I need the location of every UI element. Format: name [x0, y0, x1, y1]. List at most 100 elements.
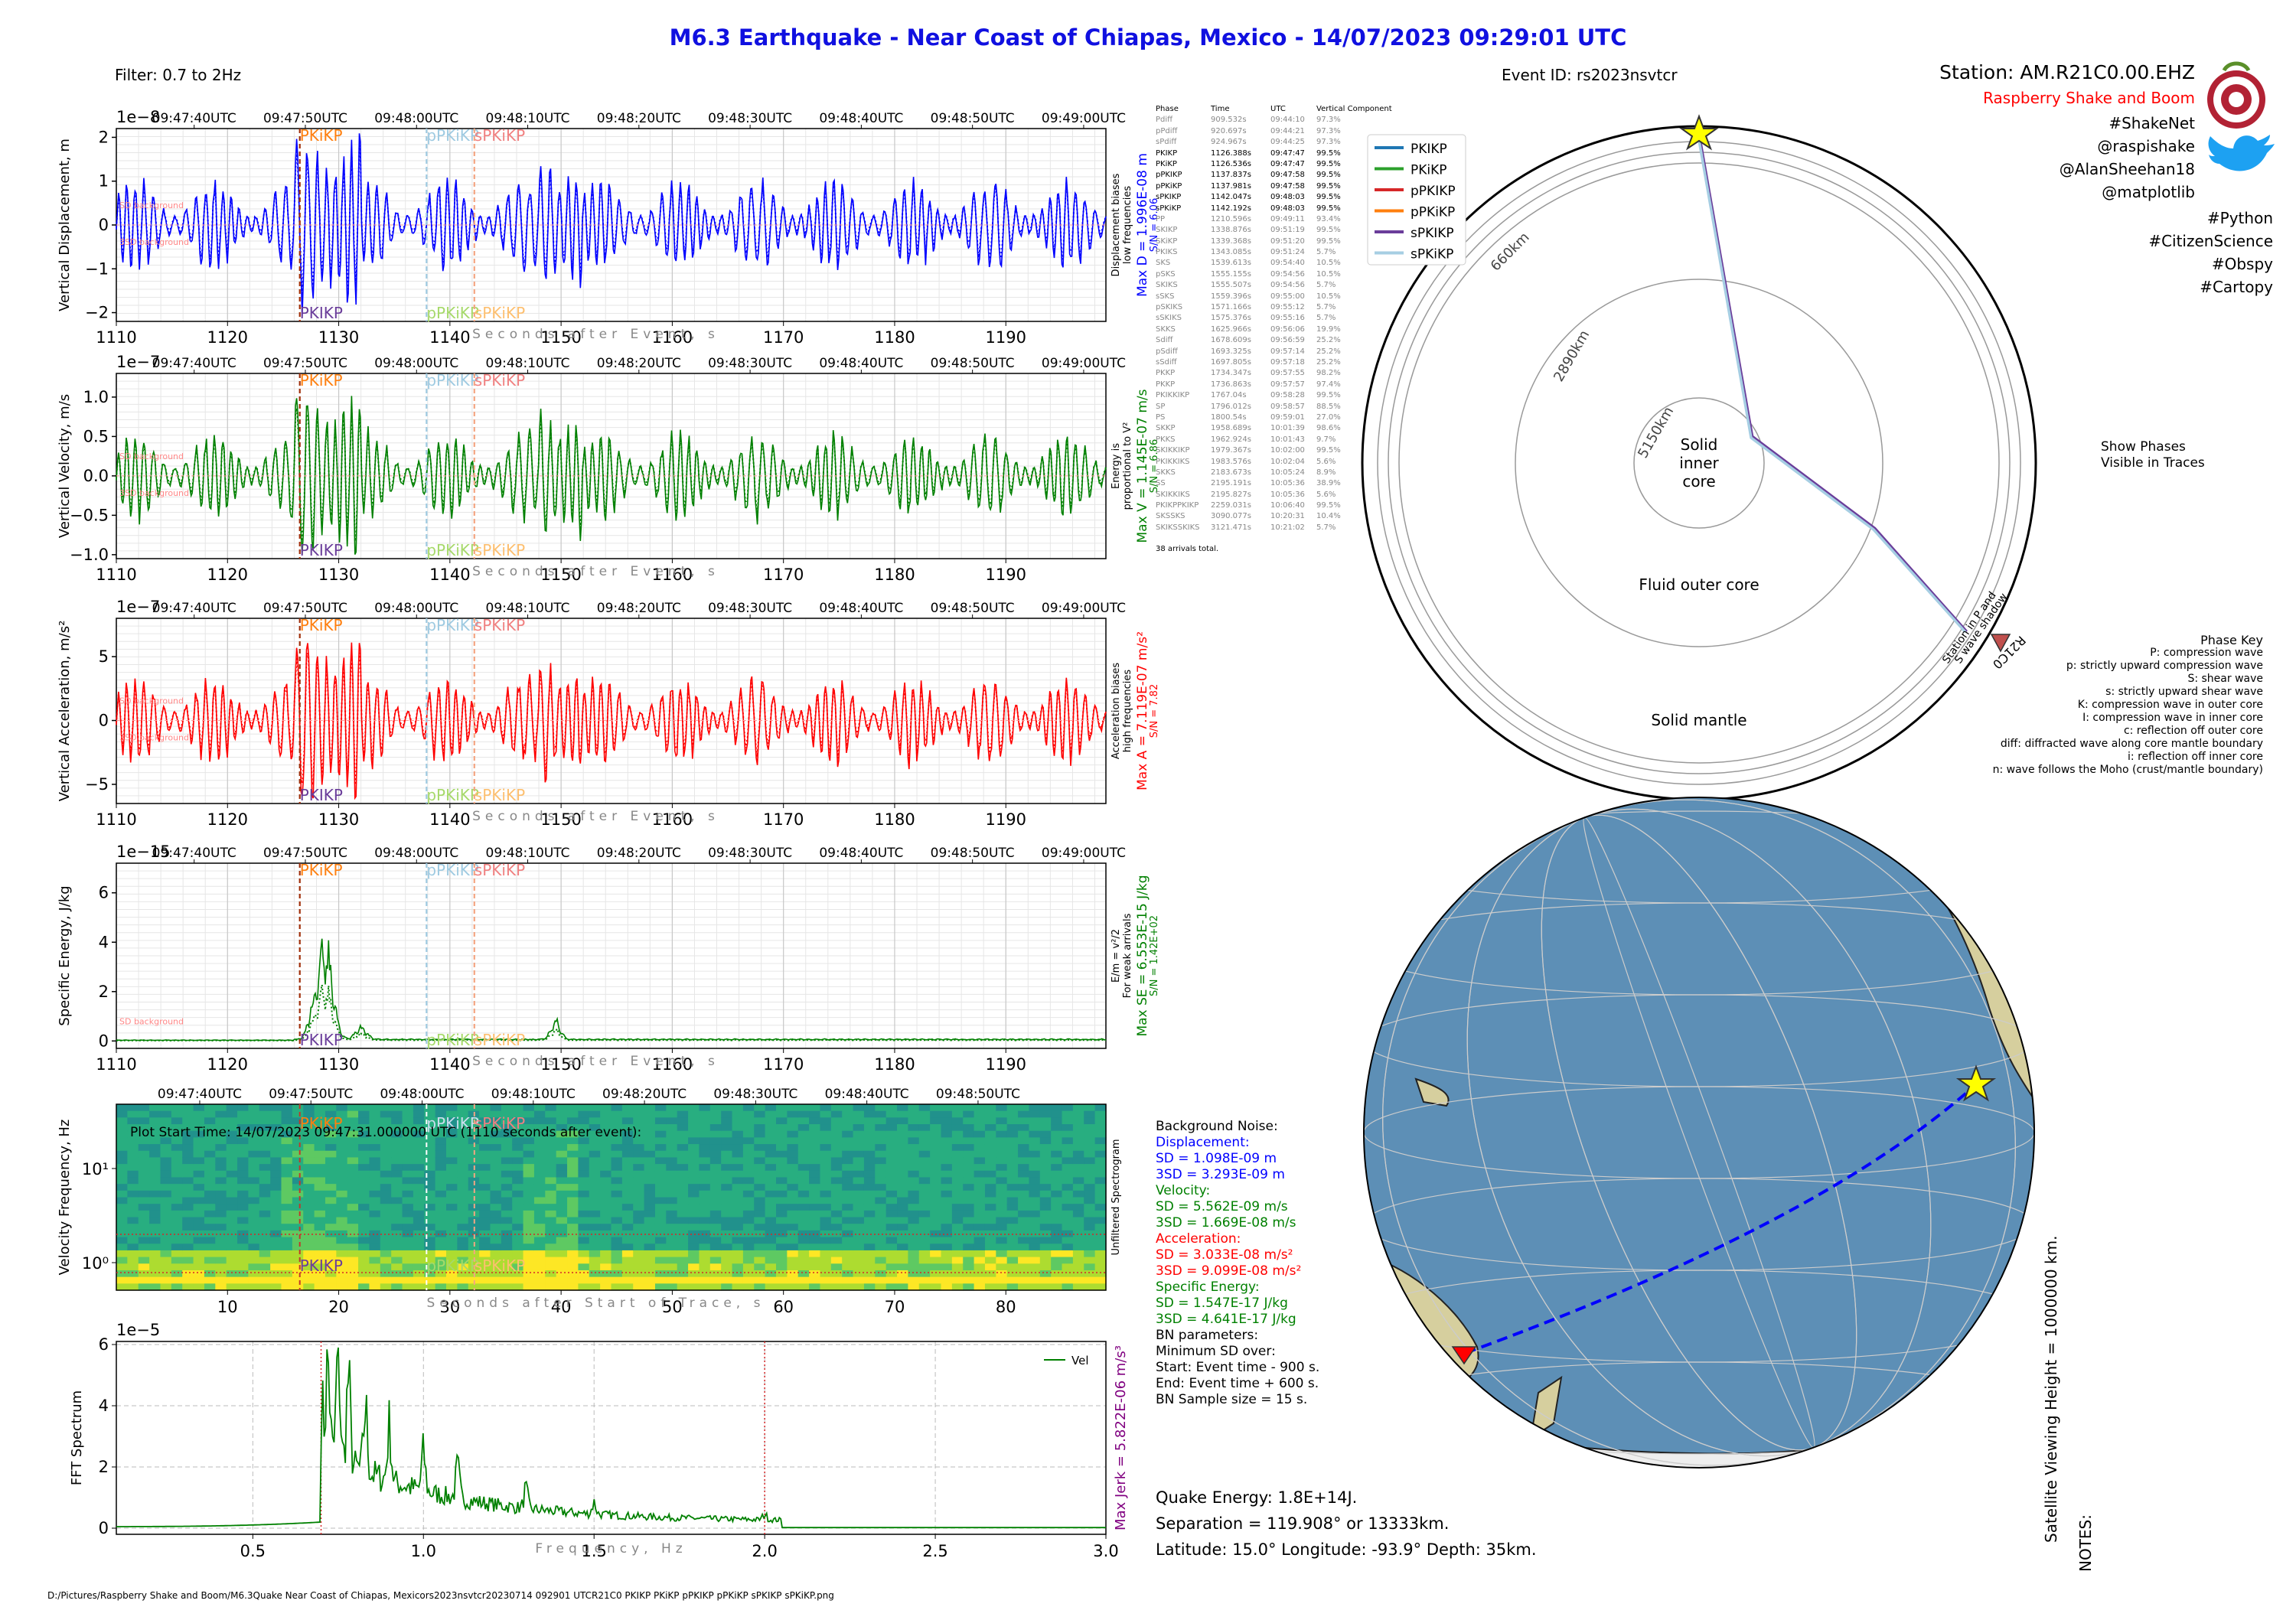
spectrogram-cell: [765, 1124, 777, 1132]
spectrogram-cell: [523, 1137, 535, 1145]
spectrogram-cell: [479, 1157, 491, 1165]
spectrogram-cell: [435, 1124, 447, 1132]
spectrogram-cell: [809, 1276, 821, 1284]
spectrogram-cell: [237, 1130, 249, 1138]
spectrogram-cell: [589, 1217, 601, 1224]
spectrogram-cell: [996, 1224, 1008, 1231]
spectrogram-cell: [325, 1244, 337, 1251]
spectrogram-cell: [248, 1144, 260, 1152]
x-tick-label: 1110: [96, 1055, 136, 1074]
spectrogram-cell: [908, 1237, 920, 1244]
spectrogram-cell: [1051, 1263, 1063, 1271]
epicentre-star: [1678, 114, 1720, 151]
spectrogram-cell: [248, 1250, 260, 1258]
spectrogram-cell: [830, 1204, 843, 1211]
spectrogram-cell: [391, 1257, 403, 1264]
spectrogram-cell: [984, 1230, 996, 1238]
side-note: Displacement biases: [1110, 173, 1122, 276]
phase-cell: 10.5%: [1316, 269, 1341, 279]
y-tick-label: −2: [85, 304, 109, 322]
spectrogram-cell: [347, 1157, 359, 1165]
spectrogram-cell: [842, 1224, 854, 1231]
spectrogram-cell: [754, 1250, 766, 1258]
spectrogram-cell: [1051, 1217, 1063, 1224]
time-tick-label: 09:47:50UTC: [263, 111, 347, 126]
spectrogram-cell: [765, 1257, 777, 1264]
spectrogram-cell: [875, 1137, 887, 1145]
spectrogram-cell: [248, 1257, 260, 1264]
legend-label: pPKiKP: [1411, 205, 1455, 220]
spectrogram-cell: [930, 1190, 942, 1198]
spectrogram-cell: [138, 1210, 150, 1218]
spectrogram-cell: [974, 1124, 986, 1132]
x-tick-label: 1110: [96, 810, 136, 829]
phase-table-row: PKIKPPKIKP 2259.031s 10:06:40 99.5%: [1156, 500, 1341, 511]
spectrogram-cell: [951, 1137, 964, 1145]
spectrogram-cell: [699, 1104, 711, 1112]
spectrogram-cell: [1006, 1110, 1019, 1118]
phase-cell: 10:02:00: [1270, 446, 1305, 455]
spectrogram-cell: [512, 1270, 524, 1278]
phase-cell: Time: [1211, 105, 1230, 113]
spectrogram-cell: [446, 1117, 458, 1125]
spectrogram-cell: [1051, 1224, 1063, 1231]
spectrogram-cell: [699, 1244, 711, 1251]
bn-acc-sd: SD = 3.033E-08 m/s²: [1156, 1247, 1293, 1263]
spectrogram-cell: [149, 1237, 161, 1244]
spectrogram-cell: [984, 1117, 996, 1125]
phase-cell: pSKIKS: [1156, 303, 1183, 312]
spectrogram-cell: [589, 1104, 601, 1112]
spectrogram-cell: [941, 1137, 953, 1145]
spectrogram-cell: [853, 1157, 865, 1165]
spectrogram-cell: [281, 1263, 293, 1271]
spectrogram-cell: [963, 1263, 975, 1271]
spectrogram-cell: [1039, 1270, 1052, 1278]
spectrogram-cell: [885, 1137, 898, 1145]
spectrogram-cell: [885, 1104, 898, 1112]
spectrogram-cell: [600, 1230, 612, 1238]
spectrogram-cell: [853, 1190, 865, 1198]
spectrogram-cell: [171, 1144, 183, 1152]
spectrogram-cell: [226, 1170, 238, 1178]
phase-cell: 09:57:55: [1270, 369, 1305, 378]
phase-cell: 1697.805s: [1211, 357, 1251, 367]
phase-cell: 1126.536s: [1211, 159, 1251, 168]
spectrogram-cell: [523, 1257, 535, 1264]
spectrogram-cell: [248, 1150, 260, 1159]
spectrogram-cell: [885, 1263, 898, 1271]
spectrogram-cell: [996, 1104, 1008, 1112]
spectrogram-cell: [325, 1283, 337, 1291]
spectrogram-cell: [1029, 1190, 1041, 1198]
spectrogram-cell: [677, 1137, 689, 1145]
spectrogram-cell: [709, 1224, 722, 1231]
spectrogram-cell: [457, 1130, 469, 1138]
spectrogram-cell: [1062, 1210, 1074, 1218]
spectrogram-cell: [984, 1110, 996, 1118]
spectrogram-cell: [951, 1217, 964, 1224]
spectrogram-cell: [1084, 1197, 1096, 1204]
phase-cell: 3090.077s: [1211, 512, 1251, 521]
spectrogram-cell: [1039, 1170, 1052, 1178]
spectrogram-cell: [1029, 1124, 1041, 1132]
spectrogram-cell: [149, 1250, 161, 1258]
side-note: high frequencies: [1122, 670, 1133, 753]
axes-frame: [116, 1103, 1107, 1291]
spectrogram-cell: [171, 1217, 183, 1224]
spectrogram-cell: [1018, 1164, 1030, 1172]
spectrogram-cell: [897, 1190, 908, 1198]
spectrogram-cell: [1039, 1250, 1052, 1258]
spectrogram-cell: [490, 1210, 502, 1218]
spectrogram-cell: [918, 1164, 931, 1172]
spectrogram-cell: [215, 1250, 227, 1258]
spectrogram-cell: [446, 1250, 458, 1258]
spectrogram-cell: [709, 1204, 722, 1211]
phase-cell: 1343.085s: [1211, 248, 1251, 257]
phase-cell: 99.5%: [1316, 391, 1341, 400]
spectrogram-cell: [336, 1250, 348, 1258]
spectrogram-cell: [918, 1197, 931, 1204]
legend-label: Vel: [1071, 1354, 1089, 1367]
spectrogram-cell: [797, 1217, 810, 1224]
exponent-label: 1e−8: [116, 108, 160, 126]
spectrogram-cell: [600, 1210, 612, 1218]
phase-cell: 09:55:00: [1270, 292, 1305, 301]
